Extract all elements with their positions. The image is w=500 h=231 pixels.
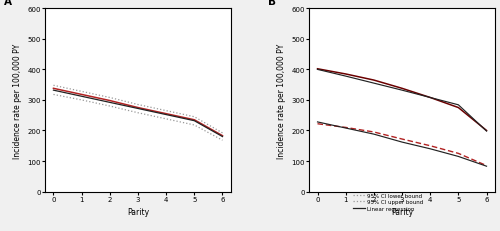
X-axis label: Parity: Parity — [391, 207, 413, 216]
Y-axis label: Incidence rate per 100,000 PY: Incidence rate per 100,000 PY — [13, 43, 22, 158]
Legend: Incidence rates, 95% CI lower bound, 95% CI upper bound, Linear regression: Incidence rates, 95% CI lower bound, 95%… — [352, 187, 424, 211]
X-axis label: Parity: Parity — [127, 207, 149, 216]
Y-axis label: Incidence rate per 100,000 PY: Incidence rate per 100,000 PY — [277, 43, 286, 158]
Text: B: B — [268, 0, 276, 7]
Text: A: A — [4, 0, 12, 7]
